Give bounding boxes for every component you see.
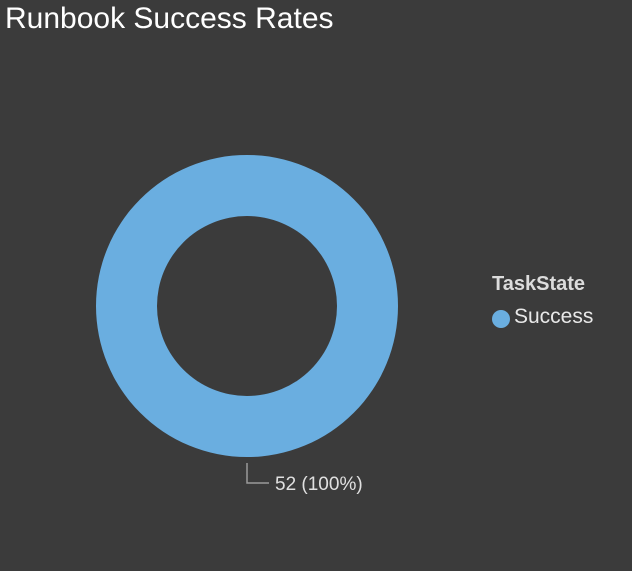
legend-item-success[interactable]: Success <box>492 304 593 330</box>
chart-title: Runbook Success Rates <box>5 2 334 35</box>
legend-title: TaskState <box>492 273 586 295</box>
donut-slice-success[interactable] <box>95 154 398 458</box>
legend-label: Success <box>514 305 594 328</box>
legend-swatch <box>492 309 510 328</box>
data-label: 52 (100%) <box>275 474 363 495</box>
legend: TaskState Success <box>492 272 593 330</box>
data-label-leader-line <box>246 463 269 484</box>
